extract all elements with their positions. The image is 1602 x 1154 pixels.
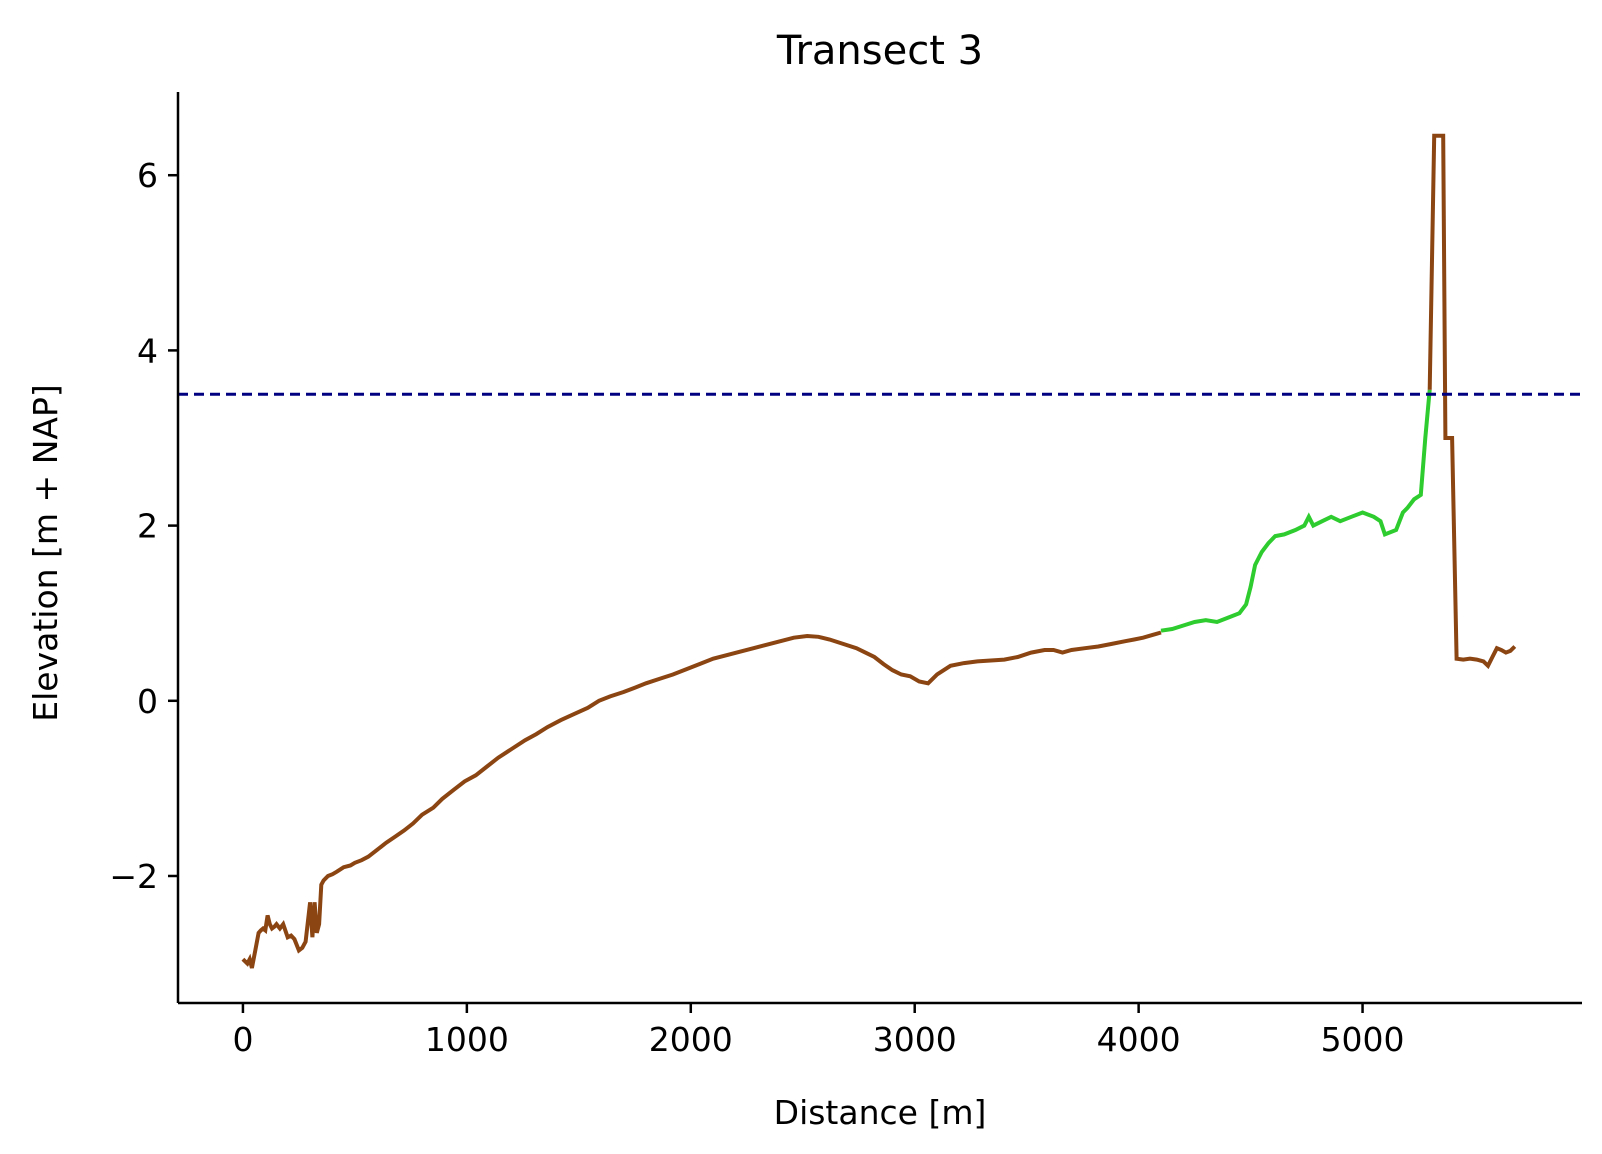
series-line-0 [241, 630, 1162, 969]
y-tick-label: 6 [137, 156, 158, 195]
data-layer [241, 133, 1517, 969]
x-axis-label: Distance [m] [774, 1093, 987, 1132]
x-tick-label: 3000 [873, 1020, 957, 1059]
x-tick-label: 5000 [1321, 1020, 1405, 1059]
x-tick-label: 0 [232, 1020, 253, 1059]
y-tick-label: −2 [109, 857, 158, 896]
series-line-1 [1160, 389, 1432, 633]
x-ticks: 0 1000 2000 3000 4000 5000 [232, 1003, 1405, 1059]
series-line-2 [1427, 133, 1517, 670]
x-tick-label: 2000 [649, 1020, 733, 1059]
x-tick-label: 4000 [1097, 1020, 1181, 1059]
y-axis-label: Elevation [m + NAP] [26, 384, 65, 721]
chart-title: Transect 3 [776, 28, 983, 74]
y-tick-label: 2 [137, 507, 158, 546]
y-tick-label: 4 [137, 331, 158, 370]
y-tick-label: 0 [137, 682, 158, 721]
y-ticks: −2 0 2 4 6 [109, 156, 178, 896]
x-tick-label: 1000 [425, 1020, 509, 1059]
